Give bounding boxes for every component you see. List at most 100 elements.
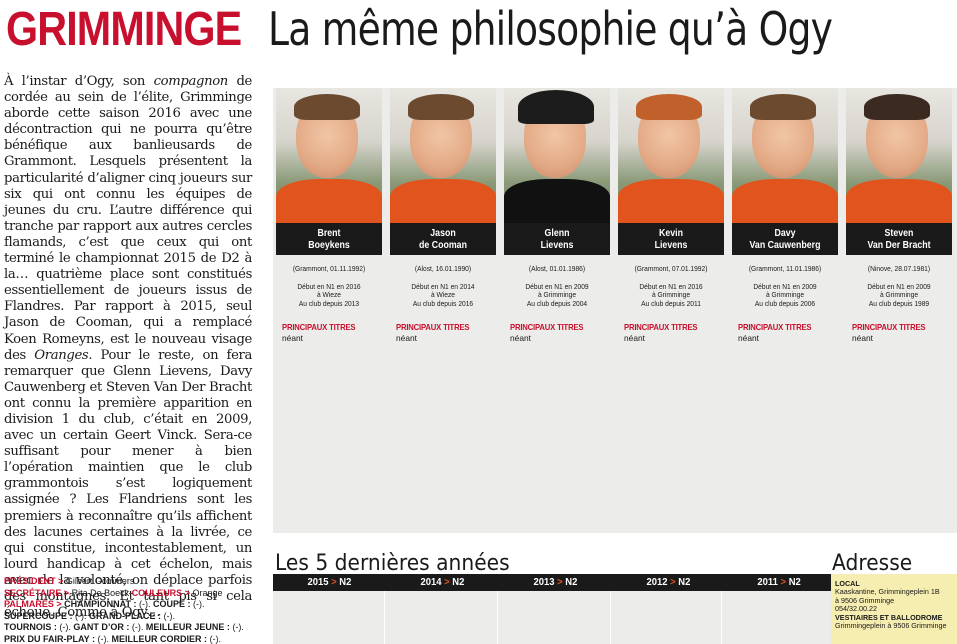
player-titles: PRINCIPAUX TITRES néant [390,308,496,343]
player-birth: (Grammont, 01.11.1992) [292,264,366,273]
players-panel [273,88,957,533]
arrow-glyph: > [780,576,787,588]
arrow-glyph: > [56,599,62,610]
player-first-name: Steven [884,228,914,239]
supercoupe-value: (-). [75,610,87,621]
meilleurjeune-value: (-). [232,622,244,633]
player-photo [504,88,610,223]
player-debut-place: à Grimminge [765,290,805,300]
season-division: N2 [452,576,465,588]
player-name: Steven Van Der Bracht [846,223,952,255]
cap [518,90,594,124]
player-debut-place: à Grimminge [651,290,691,300]
player-birth: (Ninove, 28.07.1981) [867,264,931,273]
club-info-line-5: TOURNOIS : (-). GANT D’OR : (-). MEILLEU… [4,622,259,634]
player-name: Jason de Cooman [390,223,496,255]
president-label: PRÉSIDENT [4,576,56,586]
arrow-glyph: > [444,576,450,588]
player-info: (Grammont, 07.01.1992) Début en N1 en 20… [623,255,718,308]
cordier-value: (-). [209,633,222,644]
gantdor-value: (-). [131,622,144,633]
player-birth: (Alost, 01.01.1986) [528,264,586,273]
season-year: 2011 [757,576,778,588]
season-division: N2 [565,576,578,588]
hair [294,94,360,120]
player-name: Glenn Lievens [504,223,610,255]
club-info-line-3: PALMARÈS > CHAMPIONNAT : (-). COUPE : (-… [4,599,259,611]
player-card: Brent Boeykens (Grammont, 01.11.1992) Dé… [276,88,382,343]
player-debut-place: à Wieze [316,290,342,300]
season-2012: 2012 > N2 [646,574,690,591]
season-2014: 2014 > N2 [420,574,464,591]
coupe-label: COUPE : [153,599,191,610]
player-last-name: Lievens [654,240,688,251]
meilleurjeune-label: MEILLEUR JEUNE : [145,622,230,633]
player-debut: Début en N1 en 2009 [867,281,931,291]
shirt [276,179,382,223]
season-year: 2013 [533,576,555,588]
team-name: GRIMMINGE [6,3,242,56]
article-emphasis-2: Oranges [34,347,89,363]
arrow-glyph: > [58,576,64,586]
championnat-value: (-). [138,599,151,610]
last5-table: 2015 > N2 2014 > N2 2013 > N2 2012 > N2 … [273,574,831,644]
gantdor-label: GANT D’OR : [73,622,130,633]
headline: GRIMMINGE La même philosophie qu’à Ogy [6,2,833,60]
hair [864,94,930,120]
player-club-since: Au club depuis 2016 [412,298,474,308]
coupe-value: (-). [193,599,205,610]
titles-label: PRINCIPAUX TITRES [282,322,356,333]
cordier-label: MEILLEUR CORDIER : [111,633,208,644]
secretaire-label: SECRÉTAIRE [4,587,62,598]
couleurs-label: COULEURS [131,587,183,598]
last5-heading: Les 5 dernières années [275,551,510,576]
grandplace-label: GRAND-PLACE : [89,610,162,621]
player-info: (Grammont, 01.11.1992) Début en N1 en 20… [281,255,376,308]
player-last-name: de Cooman [419,240,467,251]
player-titles: PRINCIPAUX TITRES néant [276,308,382,343]
local-city-line: à 9506 Grimminge [835,595,895,605]
season-2011: 2011 > N2 [757,574,800,591]
season-year: 2012 [646,576,668,588]
president-value: Gilbert Gommers [65,576,135,586]
player-card: Glenn Lievens (Alost, 01.01.1986) Début … [504,88,610,343]
couleurs-value: Orange [192,587,223,598]
championnat-label: CHAMPIONNAT : [64,599,137,610]
player-photo [390,88,496,223]
player-first-name: Kevin [659,228,683,239]
player-last-name: Lievens [540,240,574,251]
player-debut: Début en N1 en 2014 [411,281,475,291]
player-birth: (Alost, 16.01.1990) [414,264,472,273]
arrow-glyph: > [184,587,190,598]
tournois-label: TOURNOIS : [4,622,57,633]
address-box: LOCAL Kaaskantine, Grimmingeplein 1B à 9… [831,574,957,644]
player-name: Brent Boeykens [276,223,382,255]
player-info: (Alost, 16.01.1990) Début en N1 en 2014 … [395,255,490,308]
titles-label: PRINCIPAUX TITRES [738,322,812,333]
titles-value: néant [510,333,531,344]
shirt [846,179,952,223]
player-card: Kevin Lievens (Grammont, 07.01.1992) Déb… [618,88,724,343]
club-info-line-1: PRÉSIDENT > Gilbert Gommers [4,576,259,588]
article-title: La même philosophie qu’à Ogy [268,2,833,56]
player-club-since: Au club depuis 2006 [754,298,816,308]
club-info-line-6: PRIX DU FAIR-PLAY : (-). MEILLEUR CORDIE… [4,634,259,644]
titles-value: néant [624,333,645,344]
player-debut: Début en N1 en 2016 [639,281,703,291]
titles-value: néant [852,333,873,344]
player-titles: PRINCIPAUX TITRES néant [618,308,724,343]
article-emphasis-1: compagnon [153,74,229,89]
address-heading: Adresse [832,551,913,576]
player-card: Davy Van Cauwenberg (Grammont, 11.01.198… [732,88,838,343]
player-card: Jason de Cooman (Alost, 16.01.1990) Débu… [390,88,496,343]
player-first-name: Jason [430,228,456,239]
local-label: LOCAL [835,579,860,588]
player-last-name: Boeykens [308,240,350,251]
player-info: (Ninove, 28.07.1981) Début en N1 en 2009… [851,255,946,308]
player-info: (Alost, 01.01.1986) Début en N1 en 2009 … [509,255,604,308]
arrow-glyph: > [63,587,70,598]
player-titles: PRINCIPAUX TITRES néant [504,308,610,343]
local-phone: 054/32.00.22 [835,604,877,614]
player-first-name: Davy [774,228,796,239]
vestiaires-address: Grimmingeplein à 9506 Grimminge [835,621,947,631]
